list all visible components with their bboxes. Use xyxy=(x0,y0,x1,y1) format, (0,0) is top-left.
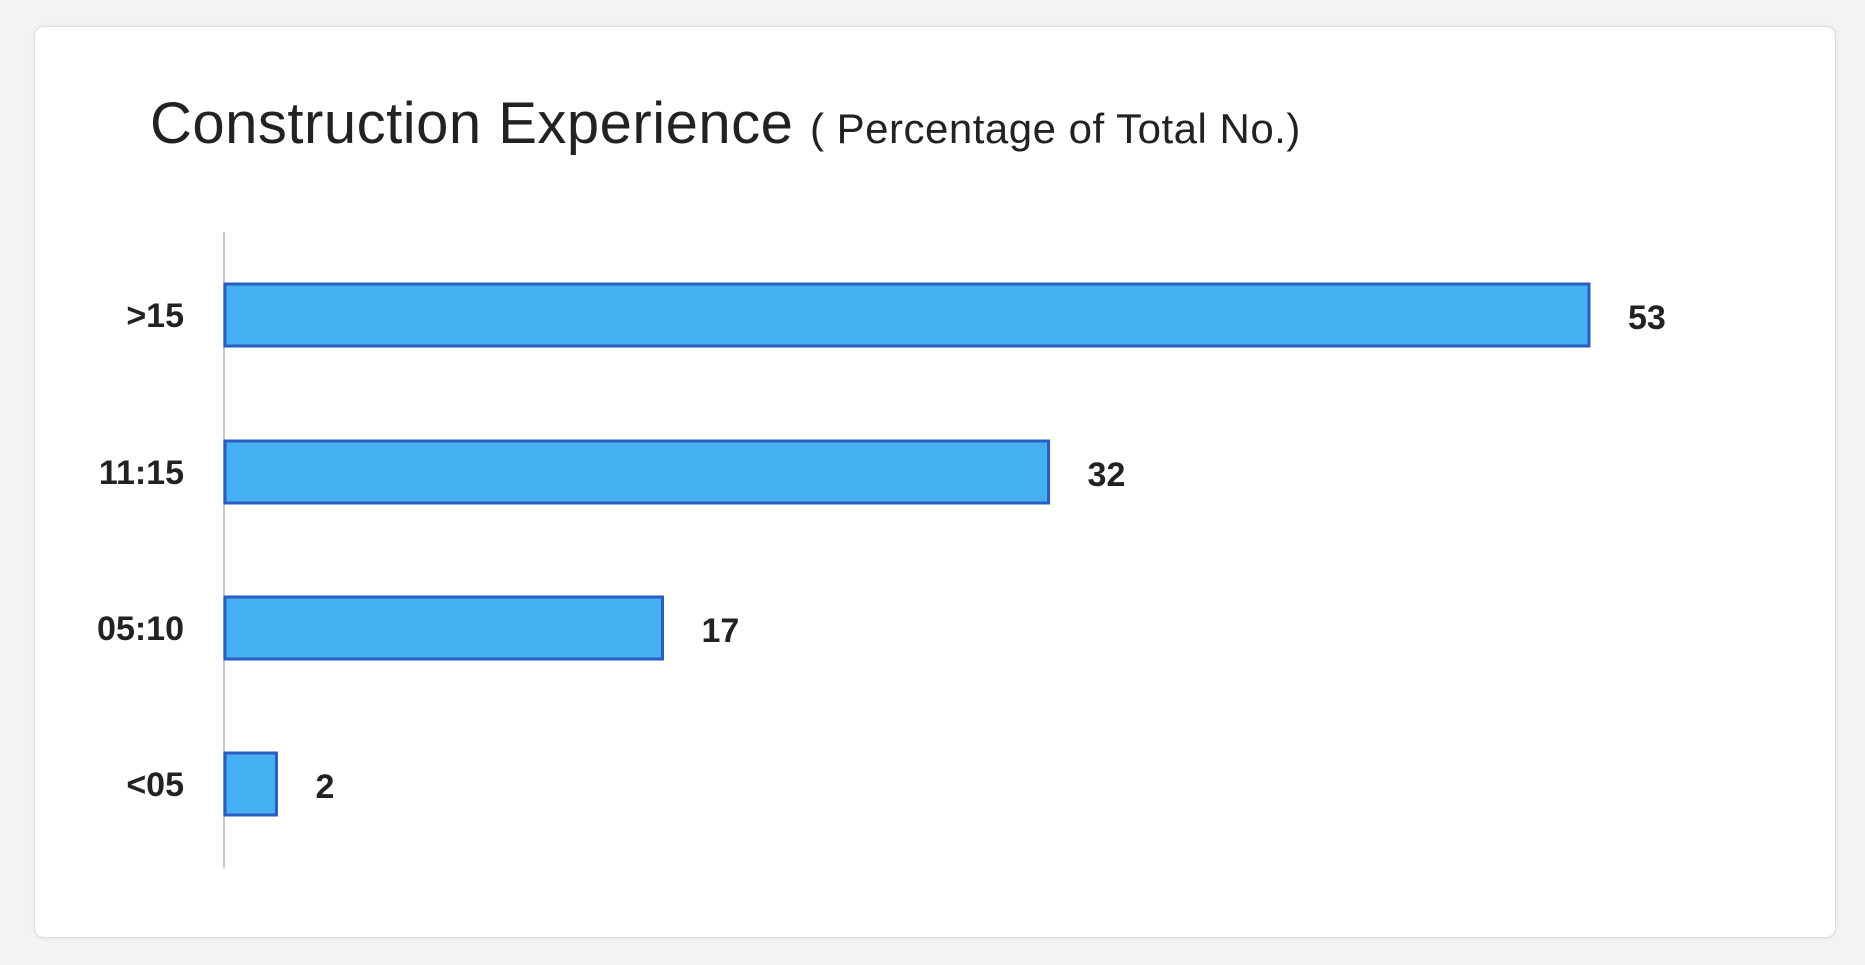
axis-layer: >15 11:15 05:10 <05 xyxy=(97,232,225,868)
y-tick-label: <05 xyxy=(126,766,184,804)
y-tick-label: 05:10 xyxy=(97,610,184,648)
chart-title-suffix: ( Percentage of Total No.) xyxy=(810,105,1301,152)
chart-title: Construction Experience ( Percentage of … xyxy=(150,90,1301,157)
bar xyxy=(223,282,1591,348)
data-label: 32 xyxy=(1088,456,1126,494)
bar xyxy=(223,439,1051,505)
data-label: 2 xyxy=(315,768,334,806)
data-label: 17 xyxy=(702,612,740,650)
chart-title-main: Construction Experience xyxy=(150,91,794,156)
bars-layer: 53 32 17 2 xyxy=(223,282,1666,817)
data-label: 53 xyxy=(1628,299,1666,337)
y-tick-label: >15 xyxy=(126,297,184,335)
y-tick-label: 11:15 xyxy=(99,454,184,492)
bar xyxy=(223,595,665,661)
bar xyxy=(223,751,278,817)
